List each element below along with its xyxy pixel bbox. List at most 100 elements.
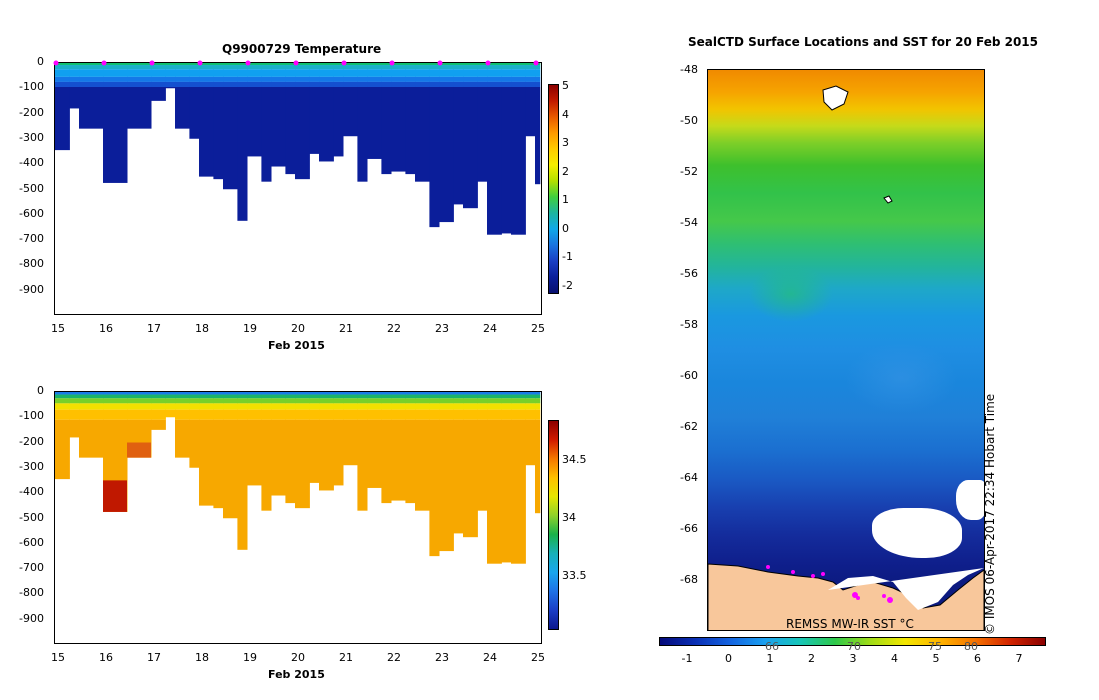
temperature-cell [501, 63, 512, 66]
salinity-cell [439, 403, 454, 410]
salinity-cell [357, 419, 368, 511]
salinity-cell [511, 403, 526, 410]
salinity-cell [295, 392, 310, 395]
temperature-cell [429, 86, 440, 228]
sst-colorbar-tick: 0 [725, 652, 732, 665]
salinity-cell [501, 419, 512, 563]
temperature-cell [501, 69, 512, 77]
salinity-cell [381, 398, 392, 404]
temperature-cell [439, 69, 454, 77]
salinity-cell [415, 403, 430, 410]
temperature-cell [175, 81, 190, 87]
temperature-cell [525, 69, 536, 77]
sst-colorbar-tick: 5 [932, 652, 940, 665]
temperature-cell [165, 76, 176, 82]
salinity-cell [151, 398, 166, 404]
temperature-xlabel: Feb 2015 [268, 339, 325, 352]
salinity-cell [511, 394, 526, 399]
temperature-cell [237, 76, 248, 82]
salinity-cell [261, 392, 272, 395]
temperature-colorbar-tick: -1 [562, 250, 573, 263]
salinity-cell [261, 403, 272, 410]
salinity-xtick: 18 [195, 651, 209, 664]
salinity-cell [247, 392, 262, 395]
salinity-cell [309, 392, 320, 395]
salinity-cell [103, 392, 128, 395]
salinity-cell [525, 419, 536, 466]
temperature-cell [55, 81, 70, 87]
salinity-cell [319, 394, 334, 399]
salinity-cell [271, 398, 286, 404]
salinity-cell [367, 398, 382, 404]
salinity-cell [525, 394, 536, 399]
temperature-cell [309, 86, 320, 154]
temperature-cell [487, 65, 502, 70]
temperature-cell [535, 65, 541, 70]
salinity-cell [391, 419, 406, 501]
salinity-cell [381, 403, 392, 410]
temperature-xtick: 16 [99, 322, 113, 335]
temperature-cell [175, 76, 190, 82]
temperature-cell [381, 76, 392, 82]
profile-marker [485, 60, 491, 66]
salinity-cell [405, 403, 416, 410]
temperature-cell [213, 69, 224, 77]
temperature-cell [165, 63, 176, 66]
temperature-cell [429, 76, 440, 82]
salinity-cell [213, 419, 224, 509]
salinity-cell [439, 398, 454, 404]
temperature-cell [511, 81, 526, 87]
salinity-cell [55, 398, 70, 404]
salinity-cell [271, 392, 286, 395]
temperature-cell [247, 69, 262, 77]
profile-marker [293, 60, 299, 66]
temperature-colorbar [548, 84, 559, 294]
salinity-cell [309, 394, 320, 399]
temperature-cell [391, 65, 406, 70]
temperature-cell [381, 65, 392, 70]
temperature-cell [295, 76, 310, 82]
salinity-cell [319, 403, 334, 410]
temperature-cell [535, 76, 541, 82]
temperature-cell [79, 65, 104, 70]
temperature-cell [525, 86, 536, 137]
salinity-cell [463, 394, 478, 399]
salinity-cell [535, 409, 541, 420]
temperature-cell [223, 69, 238, 77]
salinity-cell [453, 403, 464, 410]
temperature-xtick: 22 [387, 322, 401, 335]
salinity-cell [261, 419, 272, 511]
sst-product-label: REMSS MW-IR SST °C [786, 617, 914, 631]
temperature-cell [127, 76, 152, 82]
temperature-cell [247, 81, 262, 87]
temperature-cell [463, 65, 478, 70]
salinity-cell [319, 398, 334, 404]
salinity-xtick: 25 [531, 651, 545, 664]
temperature-cell [429, 63, 440, 66]
temperature-cell [127, 63, 152, 66]
salinity-cell [79, 403, 104, 410]
temperature-colorbar-tick: 3 [562, 136, 569, 149]
temperature-cell [477, 86, 488, 182]
imos-credit: © IMOS 06-Apr-2017 22:34 Hobart Time [983, 393, 997, 635]
salinity-cell [343, 392, 358, 395]
salinity-cell [501, 394, 512, 399]
temperature-cell [367, 86, 382, 159]
salinity-cell [343, 398, 358, 404]
salinity-cell [285, 403, 296, 410]
salinity-cell [69, 392, 80, 395]
salinity-cell [285, 394, 296, 399]
temperature-cell [501, 76, 512, 82]
salinity-cell [535, 398, 541, 404]
temperature-cell [175, 69, 190, 77]
temperature-cell [237, 69, 248, 77]
temperature-cell [511, 86, 526, 235]
temperature-cell [247, 86, 262, 157]
salinity-cell [247, 394, 262, 399]
temperature-cell [237, 65, 248, 70]
sst-map-frame: REMSS MW-IR SST °C [707, 69, 985, 631]
temperature-cell [429, 65, 440, 70]
temperature-cell [453, 65, 464, 70]
temperature-cell [453, 86, 464, 205]
temperature-cell [333, 63, 344, 66]
